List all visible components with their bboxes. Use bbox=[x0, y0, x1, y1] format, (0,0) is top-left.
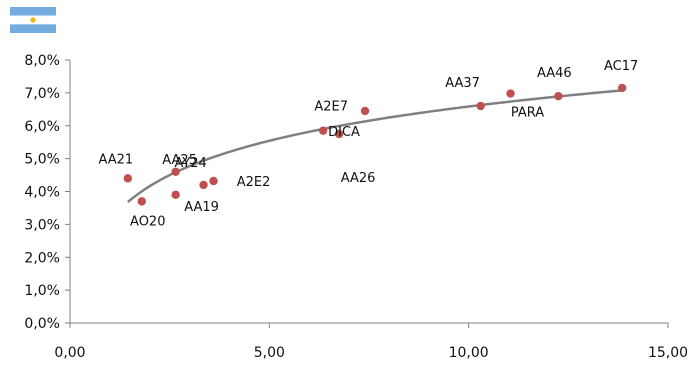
tick-labels-layer: 0,0% 1,0% 2,0% 3,0% 4,0% 5,0% 6,0% 7,0% 8,0% 0,00… bbox=[24, 53, 688, 361]
point-label-aa26: AA26 bbox=[341, 171, 376, 186]
x-tick-label: 15,00 bbox=[648, 345, 688, 361]
point-label-a2e2: A2E2 bbox=[237, 175, 271, 190]
point-label-aa46: AA46 bbox=[537, 66, 572, 81]
point-label-a2e7: A2E7 bbox=[314, 100, 348, 115]
x-tick-label: 10,00 bbox=[449, 345, 489, 361]
flag-stripe-bottom bbox=[10, 24, 56, 33]
x-tick-label: 0,00 bbox=[54, 345, 85, 361]
data-point-ao20 bbox=[137, 197, 146, 206]
data-point-a2e2 bbox=[209, 176, 218, 186]
trendline bbox=[127, 89, 623, 204]
point-label-dica: DICA bbox=[328, 125, 360, 140]
point-label-aa19: AA19 bbox=[184, 200, 219, 215]
data-point-a2e7 bbox=[318, 126, 328, 135]
x-tick-label: 5,00 bbox=[254, 345, 285, 361]
data-point-aa21 bbox=[123, 174, 133, 183]
data-point-aa26 bbox=[334, 129, 344, 139]
data-point-ay24 bbox=[171, 167, 180, 176]
point-label-aa25: AA25 bbox=[162, 153, 197, 168]
y-tick-label: 7,0% bbox=[24, 86, 60, 102]
flag-sun bbox=[30, 17, 36, 23]
y-tick-label: 2,0% bbox=[24, 250, 60, 266]
trendline-layer bbox=[127, 89, 623, 204]
data-point-aa46 bbox=[554, 91, 563, 101]
y-tick-label: 1,0% bbox=[24, 283, 60, 299]
y-tick-label: 4,0% bbox=[24, 185, 60, 201]
data-point-aa19 bbox=[199, 180, 208, 190]
argentina-flag-icon bbox=[10, 7, 56, 33]
data-point-aa25 bbox=[171, 190, 180, 199]
point-label-aa21: AA21 bbox=[98, 152, 133, 167]
y-tick-label: 5,0% bbox=[24, 152, 60, 168]
point-label-para: PARA bbox=[511, 106, 544, 121]
y-tick-label: 3,0% bbox=[24, 217, 60, 233]
points-layer bbox=[123, 83, 627, 206]
y-tick-label: 0,0% bbox=[24, 316, 60, 332]
y-tick-label: 8,0% bbox=[24, 53, 60, 69]
chart-axes bbox=[65, 59, 669, 328]
data-point-aa37 bbox=[476, 101, 485, 111]
point-label-ao20: AO20 bbox=[130, 214, 165, 229]
point-label-aa37: AA37 bbox=[445, 76, 480, 91]
point-label-ac17: AC17 bbox=[604, 59, 638, 74]
y-tick-label: 6,0% bbox=[24, 119, 60, 135]
data-point-para bbox=[506, 89, 515, 98]
flag-stripe-top bbox=[10, 7, 56, 16]
data-point-ac17 bbox=[617, 83, 627, 93]
point-label-ay24: AY24 bbox=[174, 156, 206, 171]
data-point-dica bbox=[360, 106, 370, 116]
